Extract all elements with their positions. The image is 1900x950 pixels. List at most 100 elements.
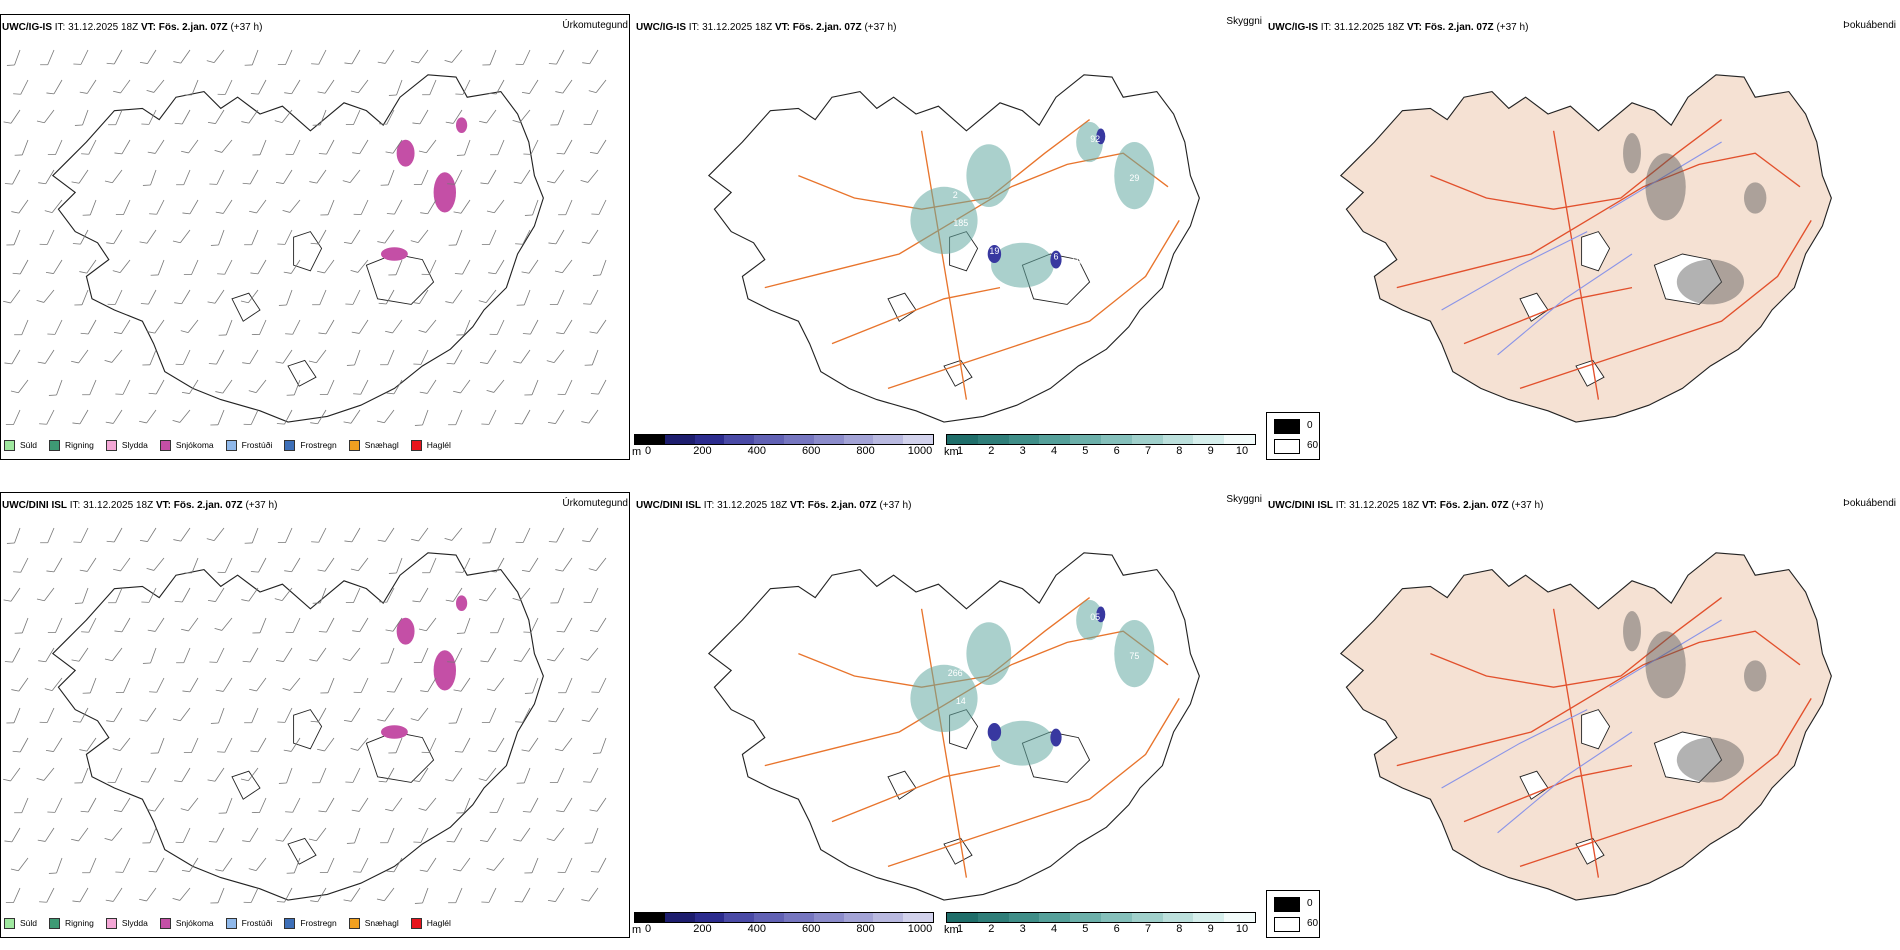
wind-barb [343, 707, 361, 722]
colorbar-ticks: 1 2 3 4 5 6 7 8 9 10 [946, 923, 1256, 935]
wind-barb [521, 259, 539, 274]
visibility-panel-dini: UWC/DINI ISL IT: 31.12.2025 18Z VT: Fös.… [632, 478, 1264, 948]
legend-label: Snæhagl [364, 440, 399, 450]
wind-barb [182, 677, 199, 693]
legend-item: Haglél [410, 917, 451, 929]
model-name: UWC/DINI ISL [2, 500, 67, 511]
wind-barb [249, 677, 267, 692]
wind-barb [548, 229, 565, 245]
wind-barb [206, 527, 225, 541]
road-line [920, 130, 968, 400]
glacier-outline [887, 292, 917, 322]
low-visibility-area [991, 242, 1054, 288]
wind-barb [6, 527, 21, 544]
wind-barb [550, 109, 565, 126]
wind-barb [345, 767, 361, 783]
wind-barb [277, 527, 293, 544]
wind-barb [12, 737, 29, 753]
low-ceiling-area [1050, 250, 1062, 269]
colorbar-tick-label: 2 [988, 923, 995, 935]
wind-barb [583, 109, 599, 125]
wind-barb [584, 827, 599, 844]
fog-legend-swatch-60 [1274, 917, 1300, 932]
colorbar-tick-label: 5 [1082, 445, 1089, 457]
wind-barb [311, 527, 327, 543]
wind-barb [242, 169, 259, 185]
legend-label: Rigning [65, 918, 94, 928]
wind-barb [352, 139, 369, 155]
wind-barb [446, 827, 463, 843]
wind-barb [149, 677, 165, 693]
wind-barb [486, 857, 505, 871]
wind-barb [139, 409, 157, 424]
precip-map [3, 49, 607, 426]
wind-barb [3, 587, 21, 602]
colorbar-segment [947, 435, 978, 444]
wind-barb [217, 737, 233, 753]
low-visibility-area [1114, 620, 1155, 688]
wind-barb [14, 319, 29, 336]
wind-barb [583, 587, 599, 603]
ceiling-colorbar: m 0 200 400 600 800 1000 [632, 434, 934, 458]
wind-barb [142, 169, 157, 186]
wind-barb [312, 767, 327, 784]
wind-barb [521, 557, 539, 572]
wind-barb [175, 827, 191, 843]
wind-barb [556, 797, 573, 813]
wind-barb [113, 557, 131, 572]
wind-barb [480, 169, 497, 185]
colorbar-segment [754, 435, 784, 444]
glacier-outline [943, 837, 973, 865]
wind-barb [174, 587, 191, 603]
glacier-outline [1581, 231, 1611, 272]
colorbar-tick-label: 7 [1144, 445, 1152, 457]
wind-barb [319, 379, 335, 396]
wind-barb [139, 887, 157, 902]
wind-barb [244, 49, 259, 66]
low-visibility-area [1076, 121, 1104, 163]
wind-barb [240, 289, 259, 304]
wind-barb [115, 379, 131, 395]
colorbar-strip [946, 912, 1256, 923]
wind-barb [592, 737, 607, 754]
wind-barb [445, 109, 463, 124]
wind-barb [419, 379, 437, 394]
it-label: IT: [1320, 22, 1332, 33]
wind-barb [317, 557, 335, 572]
wind-barb [250, 557, 267, 573]
valid-time: Fös. 2.jan. 07Z [1439, 500, 1509, 511]
wind-barb [546, 827, 565, 841]
wind-barb [486, 379, 505, 393]
wind-barb [181, 379, 199, 394]
wind-barb [73, 49, 89, 65]
it-label: IT: [688, 22, 700, 33]
wind-barb [108, 109, 123, 126]
wind-barb [524, 199, 539, 216]
wind-barb [252, 617, 267, 634]
wind-barb [108, 587, 123, 604]
wind-barb [481, 887, 497, 903]
wind-barb [448, 887, 463, 904]
snow-area [456, 595, 468, 612]
wind-barb [310, 409, 327, 425]
wind-barb [379, 109, 395, 125]
fog-legend-label-0: 0 [1307, 420, 1313, 431]
low-visibility-area [991, 720, 1054, 766]
wind-barb [445, 289, 463, 304]
legend-item: Rigning [49, 917, 94, 929]
legend-label: Slydda [121, 440, 148, 450]
init-time: 31.12.2025 18Z [1349, 500, 1420, 511]
colorbar-segment [873, 913, 904, 922]
wind-barb [278, 767, 293, 784]
fog-patch [1676, 259, 1744, 305]
wind-barb [248, 857, 267, 871]
top-row: UWC/IG-IS IT: 31.12.2025 18Z VT: Fös. 2.… [0, 0, 1900, 470]
snow-area [456, 117, 468, 134]
legend-swatch [284, 439, 296, 451]
low-ceiling-area [987, 245, 1002, 263]
wind-barb [515, 49, 531, 65]
wind-barb [174, 289, 191, 305]
wind-barb [180, 797, 199, 811]
wind-barb [139, 527, 157, 542]
wind-barb [217, 79, 233, 95]
